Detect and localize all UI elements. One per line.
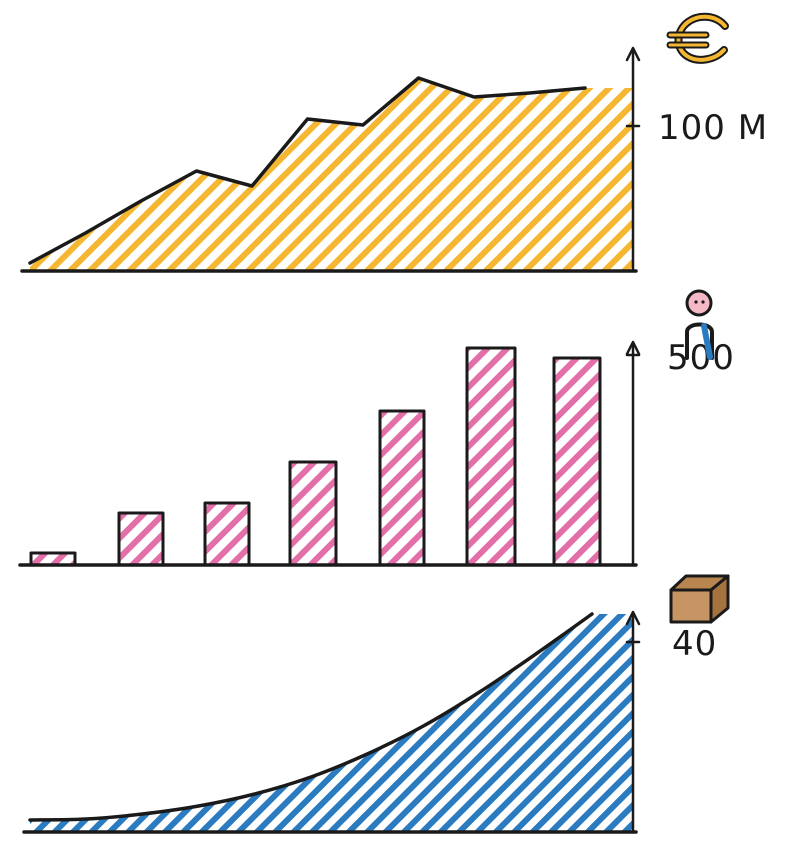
revenue-y-axis-arrow (625, 46, 641, 62)
boxes-y-axis-arrow (625, 610, 641, 626)
boxes-area-chart: 40 (22, 574, 730, 834)
people-bars (29, 346, 602, 567)
people-bar-2 (117, 511, 165, 567)
boxes-area (30, 614, 633, 832)
revenue-y-tick-label: 100 M (658, 108, 768, 148)
people-bar-5 (378, 409, 426, 567)
people-bar-4 (288, 460, 338, 567)
box-icon (669, 574, 730, 624)
euro-icon (666, 12, 729, 64)
people-y-tick-label: 500 (667, 338, 735, 378)
people-y-axis-arrow (625, 340, 641, 356)
person-icon (685, 289, 714, 360)
revenue-series-line (28, 76, 587, 265)
people-bar-3 (203, 501, 251, 567)
revenue-area (30, 78, 633, 271)
boxes-y-tick-label: 40 (672, 624, 717, 664)
people-bar-7 (552, 356, 602, 567)
people-bar-6 (465, 346, 517, 567)
boxes-series-line (28, 612, 594, 822)
people-bar-chart: 500 (18, 289, 735, 567)
people-bar-1 (29, 551, 77, 567)
revenue-area-chart: 100 M (20, 12, 768, 273)
